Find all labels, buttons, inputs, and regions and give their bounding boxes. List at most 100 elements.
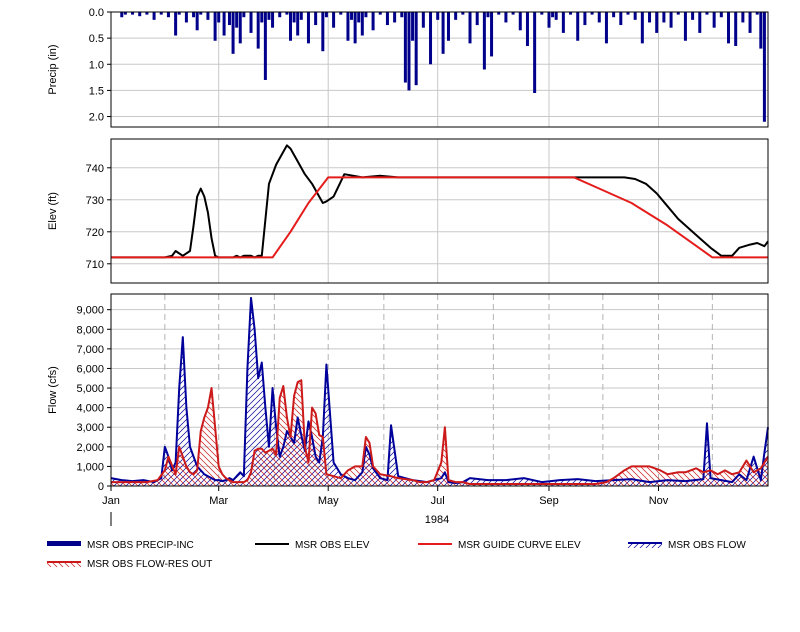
precip-bar	[206, 12, 210, 20]
precip-bar	[612, 12, 616, 18]
precip-bar	[421, 12, 425, 28]
precip-bar	[407, 12, 411, 91]
ytick-label-flow: 8,000	[76, 324, 104, 336]
precip-bar	[364, 12, 368, 18]
precip-bar	[350, 12, 354, 20]
ytick-label-elev: 730	[86, 195, 104, 207]
precip-bar	[371, 12, 375, 31]
precip-bar	[285, 12, 289, 15]
precip-bar	[263, 12, 267, 80]
precip-bar	[705, 12, 709, 15]
ytick-label-flow: 2,000	[76, 442, 104, 454]
precip-bar	[727, 12, 731, 44]
precip-bar	[414, 12, 418, 86]
precip-bar	[640, 12, 644, 44]
precip-bar	[741, 12, 745, 23]
legend-swatch-precip	[47, 541, 81, 546]
precip-bar	[120, 12, 124, 18]
xtick-label: Mar	[209, 495, 228, 507]
precip-bar	[511, 12, 515, 15]
precip-bar	[436, 12, 440, 20]
precip-bar	[676, 12, 680, 15]
precip-bar	[691, 12, 695, 20]
ylabel-flow: Flow (cfs)	[47, 366, 59, 414]
precip-bar	[533, 12, 537, 94]
precip-bar	[561, 12, 565, 33]
panel-precip: 0.0 0.5 1.0 1.5 2.0 Precip (in)	[47, 7, 769, 128]
legend-label: MSR OBS FLOW	[668, 540, 746, 551]
precip-bar	[748, 12, 752, 33]
xtick-label: May	[318, 495, 339, 507]
precip-bar	[648, 12, 652, 23]
precip-bar	[490, 12, 494, 57]
legend-item: MSR OBS PRECIP-INC	[47, 540, 194, 551]
precip-bar	[339, 12, 343, 15]
xtick-label: Nov	[649, 495, 669, 507]
precip-bar	[540, 12, 544, 15]
precip-bar	[400, 12, 404, 18]
panel-flow: 0 1,000 2,000 3,000 4,000 5,000 6,000 7,000 8,00…	[47, 293, 769, 493]
ytick-label-flow: 4,000	[76, 403, 104, 415]
precip-bar	[583, 12, 587, 26]
year-label: 1984	[425, 514, 449, 526]
xtick-label: Sep	[539, 495, 559, 507]
ytick-label-flow: 9,000	[76, 305, 104, 317]
precip-bar	[669, 12, 673, 28]
precip-bar	[551, 12, 555, 18]
precip-bar	[734, 12, 738, 46]
legend-label: MSR OBS PRECIP-INC	[87, 540, 194, 551]
ytick-label-elev: 720	[86, 227, 104, 239]
ylabel-precip: Precip (in)	[47, 44, 59, 94]
precip-bar	[227, 12, 231, 26]
precip-bar	[222, 12, 226, 36]
precip-bar	[755, 12, 759, 15]
precip-bar	[357, 12, 361, 23]
precip-bar	[655, 12, 659, 33]
frame-elev	[110, 138, 769, 284]
precip-bar	[138, 12, 142, 17]
precip-bar	[217, 12, 221, 23]
precip-bar	[461, 12, 465, 15]
precip-bar	[454, 12, 458, 20]
precip-bar	[321, 12, 325, 52]
precip-bar	[393, 12, 397, 23]
guide-curve-line	[111, 176, 768, 259]
precip-bar	[626, 12, 630, 15]
precip-bar	[441, 12, 445, 54]
precip-bar	[353, 12, 357, 44]
precip-bar	[231, 12, 235, 54]
precip-bar	[306, 12, 310, 44]
precip-bar	[504, 12, 508, 23]
ytick-label-flow: 5,000	[76, 383, 104, 395]
legend-label: MSR GUIDE CURVE ELEV	[458, 540, 581, 551]
flow-res-out-line	[111, 379, 769, 486]
precip-bar	[683, 12, 687, 41]
precip-bar	[468, 12, 472, 44]
precip-bar	[177, 12, 181, 15]
precip-bar	[619, 12, 623, 26]
precip-bar	[712, 12, 716, 28]
precip-bar	[267, 12, 271, 20]
precip-bar	[249, 12, 253, 33]
precip-bar	[576, 12, 580, 41]
precip-bar	[429, 12, 433, 65]
precip-bar	[590, 12, 594, 15]
legend-swatch-flow-fill	[628, 543, 662, 548]
precip-bar	[213, 12, 217, 41]
precip-bar	[256, 12, 260, 49]
precip-bar	[278, 12, 282, 18]
precip-bar	[199, 12, 203, 15]
precip-bar	[159, 12, 163, 15]
precip-bar	[604, 12, 608, 44]
precip-bar	[174, 12, 178, 36]
precip-bar	[554, 12, 558, 20]
precip-bar	[411, 12, 415, 41]
precip-bar	[242, 12, 246, 18]
flow-res-out-area	[111, 380, 768, 486]
ytick-label-flow: 3,000	[76, 422, 104, 434]
plot-area-precip	[111, 12, 768, 127]
precip-bar	[195, 12, 199, 31]
precip-bar	[346, 12, 350, 41]
obs-flow-line	[110, 296, 769, 485]
